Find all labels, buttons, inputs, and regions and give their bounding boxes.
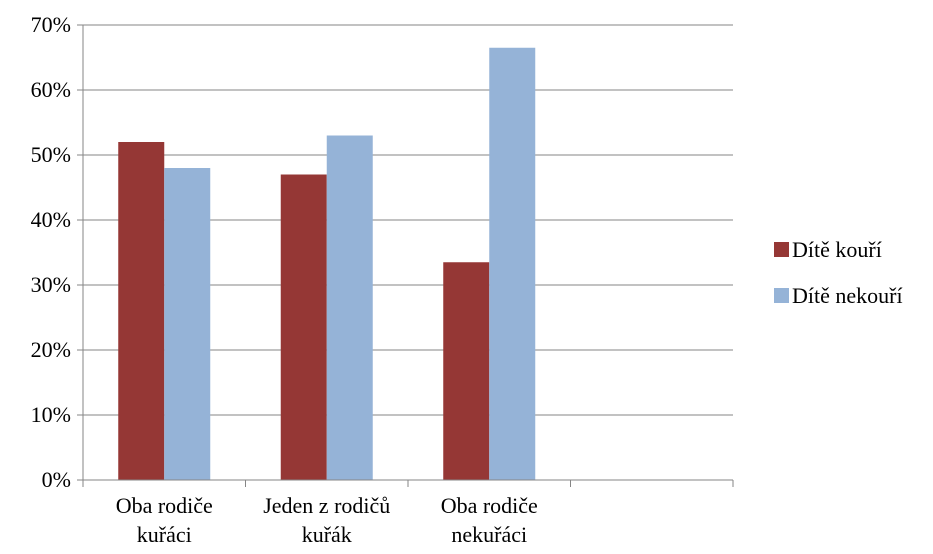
bar-child-smokes: [118, 142, 165, 480]
x-category-label: Oba rodiče: [441, 493, 538, 518]
legend-label: Dítě kouří: [792, 237, 882, 262]
bars: [118, 47, 536, 480]
legend-label: Dítě nekouří: [792, 283, 903, 308]
x-axis-categories: Oba rodiče kuřáci Jeden z rodičů kuřák Oba r…: [82, 480, 734, 547]
y-tick-label: 20%: [31, 337, 71, 362]
y-tick-label: 60%: [31, 77, 71, 102]
bar-child-nonsmoker: [164, 168, 211, 480]
y-tick-label: 70%: [31, 12, 71, 37]
legend-swatch: [774, 242, 789, 257]
bar-child-smokes: [280, 174, 327, 480]
x-category-label: nekuřáci: [451, 522, 527, 547]
bar-child-smokes: [443, 262, 490, 480]
y-tick-label: 50%: [31, 142, 71, 167]
y-axis-ticks: 0% 10% 20% 30% 40% 50% 60% 70%: [31, 12, 83, 492]
x-category-label: kuřák: [302, 522, 352, 547]
x-category-label: Jeden z rodičů: [263, 493, 390, 518]
x-category-label: kuřáci: [137, 522, 192, 547]
bar-child-nonsmoker: [489, 47, 536, 480]
y-tick-label: 30%: [31, 272, 71, 297]
y-tick-label: 40%: [31, 207, 71, 232]
y-tick-label: 0%: [42, 467, 71, 492]
y-tick-label: 10%: [31, 402, 71, 427]
x-category-label: Oba rodiče: [116, 493, 213, 518]
legend: Dítě kouří Dítě nekouří: [774, 237, 903, 308]
bar-child-nonsmoker: [326, 135, 373, 480]
legend-swatch: [774, 288, 789, 303]
